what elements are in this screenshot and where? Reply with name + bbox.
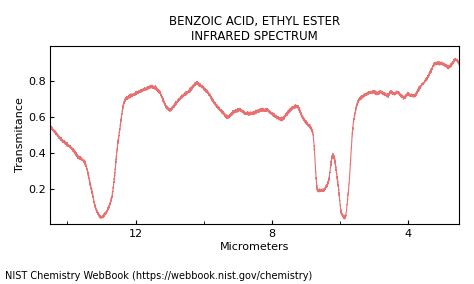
Y-axis label: Transmitance: Transmitance (15, 97, 25, 172)
X-axis label: Micrometers: Micrometers (220, 242, 290, 252)
Text: NIST Chemistry WebBook (https://webbook.nist.gov/chemistry): NIST Chemistry WebBook (https://webbook.… (5, 271, 312, 281)
Title: BENZOIC ACID, ETHYL ESTER
INFRARED SPECTRUM: BENZOIC ACID, ETHYL ESTER INFRARED SPECT… (169, 15, 340, 43)
